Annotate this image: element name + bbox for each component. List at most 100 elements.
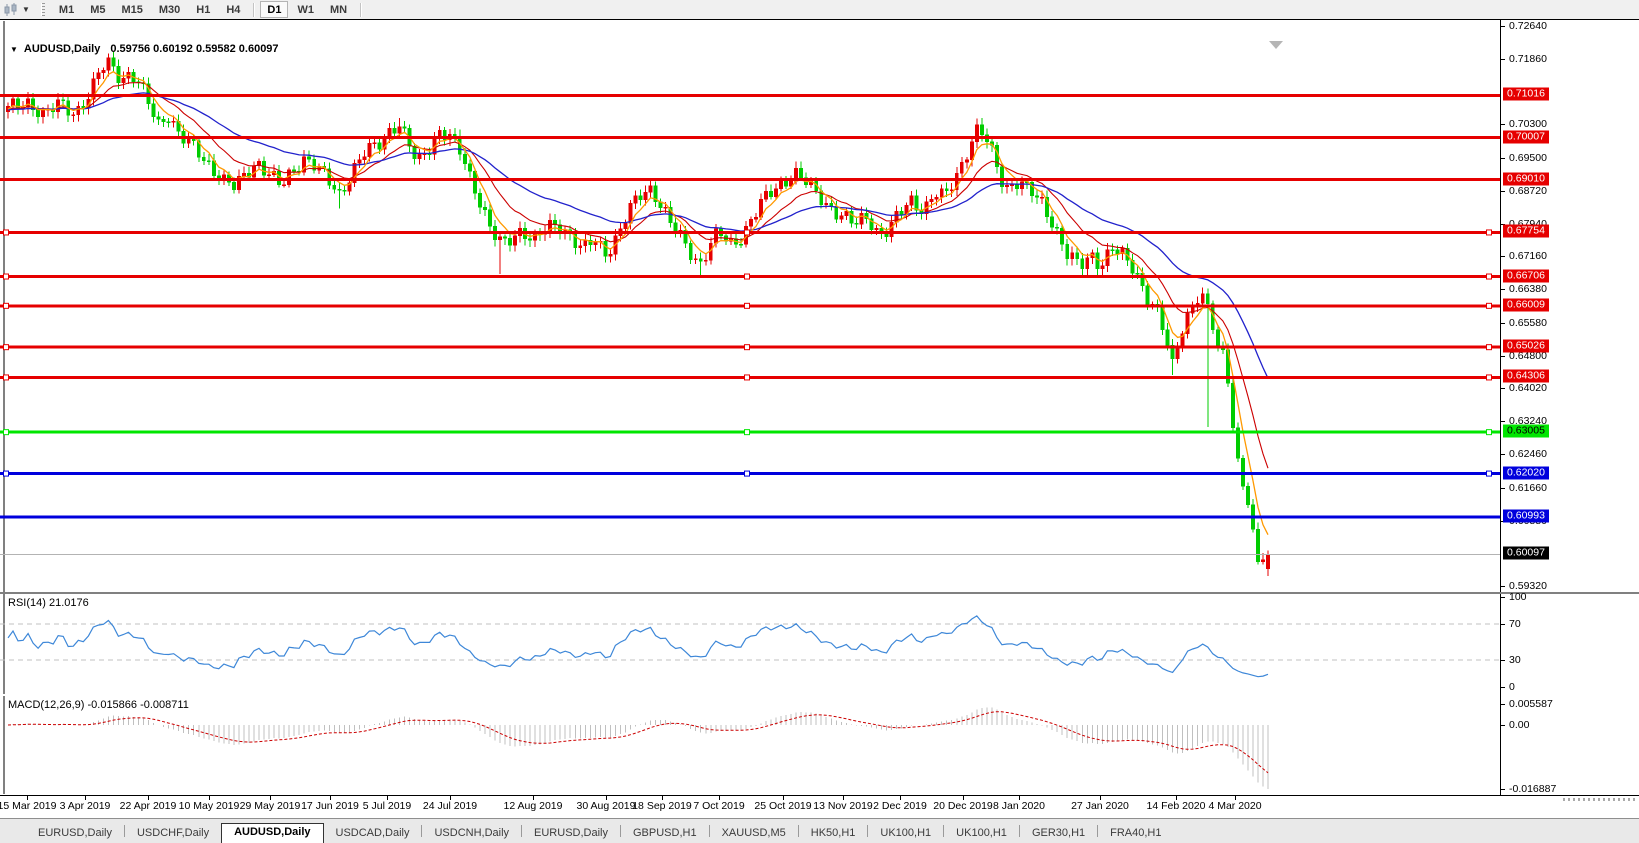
price-tick-mark bbox=[1501, 124, 1505, 126]
date-tick-mark bbox=[450, 796, 451, 800]
chart-tab-audusd-daily[interactable]: AUDUSD,Daily bbox=[221, 823, 324, 843]
timeframe-button-m30[interactable]: M30 bbox=[158, 3, 181, 16]
toolbar-grip[interactable] bbox=[40, 3, 45, 16]
level-handle[interactable] bbox=[744, 374, 750, 381]
level-handle[interactable] bbox=[744, 429, 750, 436]
chart-tab-uk100-h1[interactable]: UK100,H1 bbox=[880, 827, 932, 839]
level-handle[interactable] bbox=[744, 344, 750, 351]
level-handle[interactable] bbox=[1486, 229, 1492, 236]
moving-average-line[interactable] bbox=[7, 92, 1269, 379]
level-handle[interactable] bbox=[1486, 429, 1492, 436]
price-level-tag: 0.65026 bbox=[1503, 339, 1549, 353]
level-handle[interactable] bbox=[744, 229, 750, 236]
date-axis[interactable]: 15 Mar 2019 3 Apr 2019 22 Apr 2019 10 May 2… bbox=[0, 796, 1639, 817]
date-label: 12 Aug 2019 bbox=[503, 800, 563, 812]
level-handle[interactable] bbox=[3, 273, 9, 280]
price-level-tag: 0.60993 bbox=[1503, 509, 1549, 523]
rsi-panel[interactable]: RSI(14) 21.0176 100 70 30 0 bbox=[0, 591, 1639, 698]
chart-tab-ger30-h1[interactable]: GER30,H1 bbox=[1031, 827, 1086, 839]
chart-tab-usdcnh-daily[interactable]: USDCNH,Daily bbox=[434, 827, 510, 839]
price-tick-mark bbox=[1501, 58, 1505, 60]
tab-separator bbox=[123, 825, 125, 837]
price-tick-label: 0.61660 bbox=[1509, 481, 1547, 494]
rsi-axis[interactable]: 100 70 30 0 bbox=[1500, 591, 1639, 696]
level-handle[interactable] bbox=[1486, 470, 1492, 477]
timeframe-button-h1[interactable]: H1 bbox=[196, 3, 211, 16]
price-axis[interactable]: 0.72640 0.71860 0.70300 0.69500 0.68720 0.679… bbox=[1500, 20, 1639, 593]
date-tick-mark bbox=[209, 796, 210, 800]
macd-signal-line[interactable] bbox=[7, 711, 1269, 774]
timeframe-button-w1[interactable]: W1 bbox=[297, 3, 314, 16]
chart-tab-usdcad-daily[interactable]: USDCAD,Daily bbox=[335, 827, 410, 839]
chart-tab-fra40-h1[interactable]: FRA40,H1 bbox=[1110, 827, 1162, 839]
macd-plot[interactable] bbox=[0, 696, 1500, 794]
date-label: 24 Jul 2019 bbox=[422, 800, 478, 812]
timeframe-button-m5[interactable]: M5 bbox=[90, 3, 106, 16]
moving-average-line[interactable] bbox=[7, 70, 1269, 535]
timeframe-button-m15[interactable]: M15 bbox=[121, 3, 143, 16]
level-handle[interactable] bbox=[1486, 344, 1492, 351]
level-handle[interactable] bbox=[3, 344, 9, 351]
date-tick-mark bbox=[85, 796, 86, 800]
price-tick-label: 0.64800 bbox=[1509, 349, 1547, 362]
chart-collapse-icon[interactable]: ▼ bbox=[10, 44, 18, 54]
chart-tab-uk100-h1[interactable]: UK100,H1 bbox=[956, 827, 1007, 839]
chart-type-icon[interactable] bbox=[3, 2, 19, 17]
chart-symbol: AUDUSD,Daily bbox=[23, 43, 101, 55]
date-label: 29 May 2019 bbox=[239, 800, 301, 812]
level-handle[interactable] bbox=[744, 302, 750, 309]
macd-tick-label: 0.00 bbox=[1509, 719, 1530, 731]
macd-axis[interactable]: 0.005587 0.00 -0.016887 bbox=[1500, 696, 1639, 795]
chart-tab-eurusd-daily[interactable]: EURUSD,Daily bbox=[534, 827, 608, 839]
price-tick-mark bbox=[1501, 256, 1505, 258]
timeframe-button-m1[interactable]: M1 bbox=[58, 3, 75, 16]
main-chart-window[interactable]: 0.72640 0.71860 0.70300 0.69500 0.68720 0.679… bbox=[0, 19, 1639, 593]
timeframe-button-group: M1 M5 M15 M30 H1 H4 D1 W1 MN bbox=[51, 1, 366, 18]
date-label: 8 Jan 2020 bbox=[993, 800, 1045, 812]
date-label: 4 Mar 2020 bbox=[1208, 800, 1262, 812]
chart-shift-marker-icon[interactable] bbox=[1269, 41, 1283, 49]
date-label: 5 Jul 2019 bbox=[362, 800, 412, 812]
date-tick-mark bbox=[1176, 796, 1177, 800]
chart-tab-usdchf-daily[interactable]: USDCHF,Daily bbox=[136, 827, 210, 839]
rsi-tick-label: 70 bbox=[1509, 618, 1521, 630]
price-tick-mark bbox=[1501, 158, 1505, 160]
date-tick-mark bbox=[270, 796, 271, 800]
date-tick-mark bbox=[963, 796, 964, 800]
level-handle[interactable] bbox=[3, 429, 9, 436]
price-level-tag: 0.66009 bbox=[1503, 298, 1549, 312]
chart-tab-gbpusd-h1[interactable]: GBPUSD,H1 bbox=[633, 827, 697, 839]
price-tick-label: 0.70300 bbox=[1509, 118, 1547, 131]
chart-type-dropdown-icon[interactable]: ▼ bbox=[22, 5, 30, 14]
chart-tab-hk50-h1[interactable]: HK50,H1 bbox=[810, 827, 856, 839]
level-handle[interactable] bbox=[744, 273, 750, 280]
level-handle[interactable] bbox=[3, 374, 9, 381]
rsi-label: RSI(14) 21.0176 bbox=[8, 597, 89, 609]
timeframe-button-d1[interactable]: D1 bbox=[260, 1, 289, 18]
rsi-tick-mark bbox=[1501, 624, 1505, 625]
timeframe-button-mn[interactable]: MN bbox=[329, 3, 348, 16]
rsi-line[interactable] bbox=[7, 615, 1269, 678]
chart-tab-eurusd-daily[interactable]: EURUSD,Daily bbox=[38, 827, 112, 839]
level-handle[interactable] bbox=[3, 229, 9, 236]
moving-average-line[interactable] bbox=[7, 82, 1269, 469]
level-handle[interactable] bbox=[1486, 302, 1492, 309]
level-handle[interactable] bbox=[1486, 273, 1492, 280]
macd-panel[interactable]: MACD(12,26,9) -0.015866 -0.008711 0.0055… bbox=[0, 696, 1639, 796]
level-handle[interactable] bbox=[3, 470, 9, 477]
price-chart-plot[interactable] bbox=[0, 21, 1500, 593]
price-tick-label: 0.69500 bbox=[1509, 152, 1547, 165]
scrollbar-dots[interactable] bbox=[1563, 798, 1635, 801]
price-tick-label: 0.65580 bbox=[1509, 316, 1547, 329]
date-tick-mark bbox=[27, 796, 28, 800]
level-handle[interactable] bbox=[1486, 374, 1492, 381]
level-handle[interactable] bbox=[3, 302, 9, 309]
rsi-plot[interactable] bbox=[0, 594, 1500, 694]
timeframe-button-h4[interactable]: H4 bbox=[226, 3, 241, 16]
price-level-tag: 0.66706 bbox=[1503, 269, 1549, 283]
macd-tick-label: -0.016887 bbox=[1509, 782, 1557, 795]
price-tick-mark bbox=[1501, 223, 1505, 225]
level-handle[interactable] bbox=[744, 470, 750, 477]
chart-tab-xauusd-m5[interactable]: XAUUSD,M5 bbox=[721, 827, 786, 839]
rsi-tick-mark bbox=[1501, 597, 1505, 598]
